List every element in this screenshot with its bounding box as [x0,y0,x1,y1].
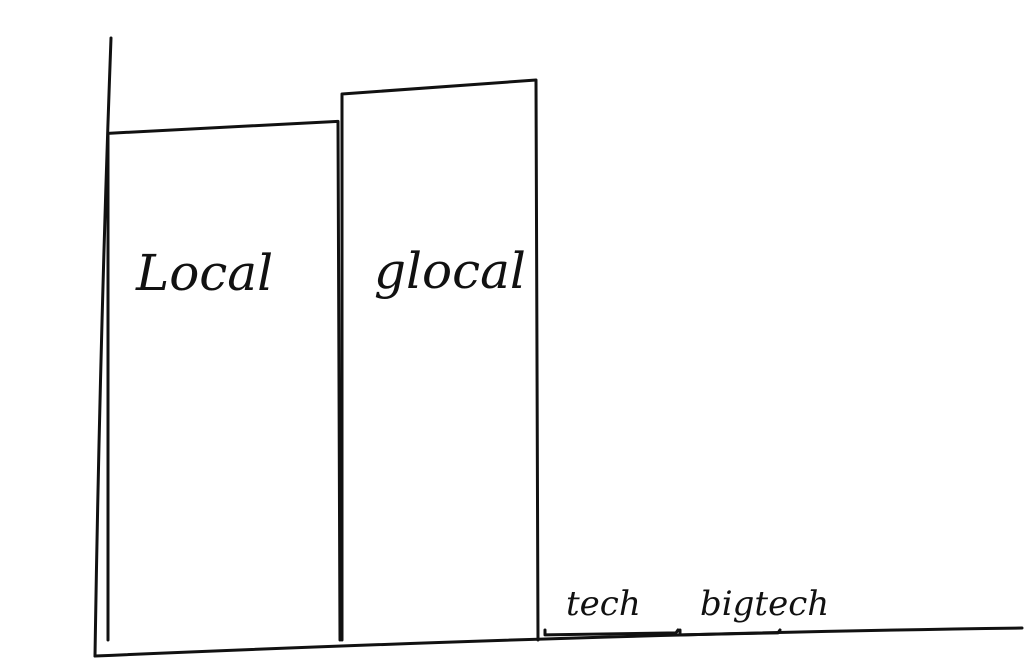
bars-group [106,78,782,642]
bar-tech [543,628,680,637]
category-label-glocal: glocal [374,242,526,300]
category-label-tech: tech [566,584,641,624]
x-axis-line [93,626,1024,658]
bar-glocal [340,78,540,642]
y-axis-line [93,36,113,658]
labels-group: Local glocal tech bigtech [135,242,829,624]
bar-bigtech [678,628,782,637]
category-label-local: Local [135,244,273,302]
bar-local [106,119,342,642]
category-label-bigtech: bigtech [700,584,829,624]
